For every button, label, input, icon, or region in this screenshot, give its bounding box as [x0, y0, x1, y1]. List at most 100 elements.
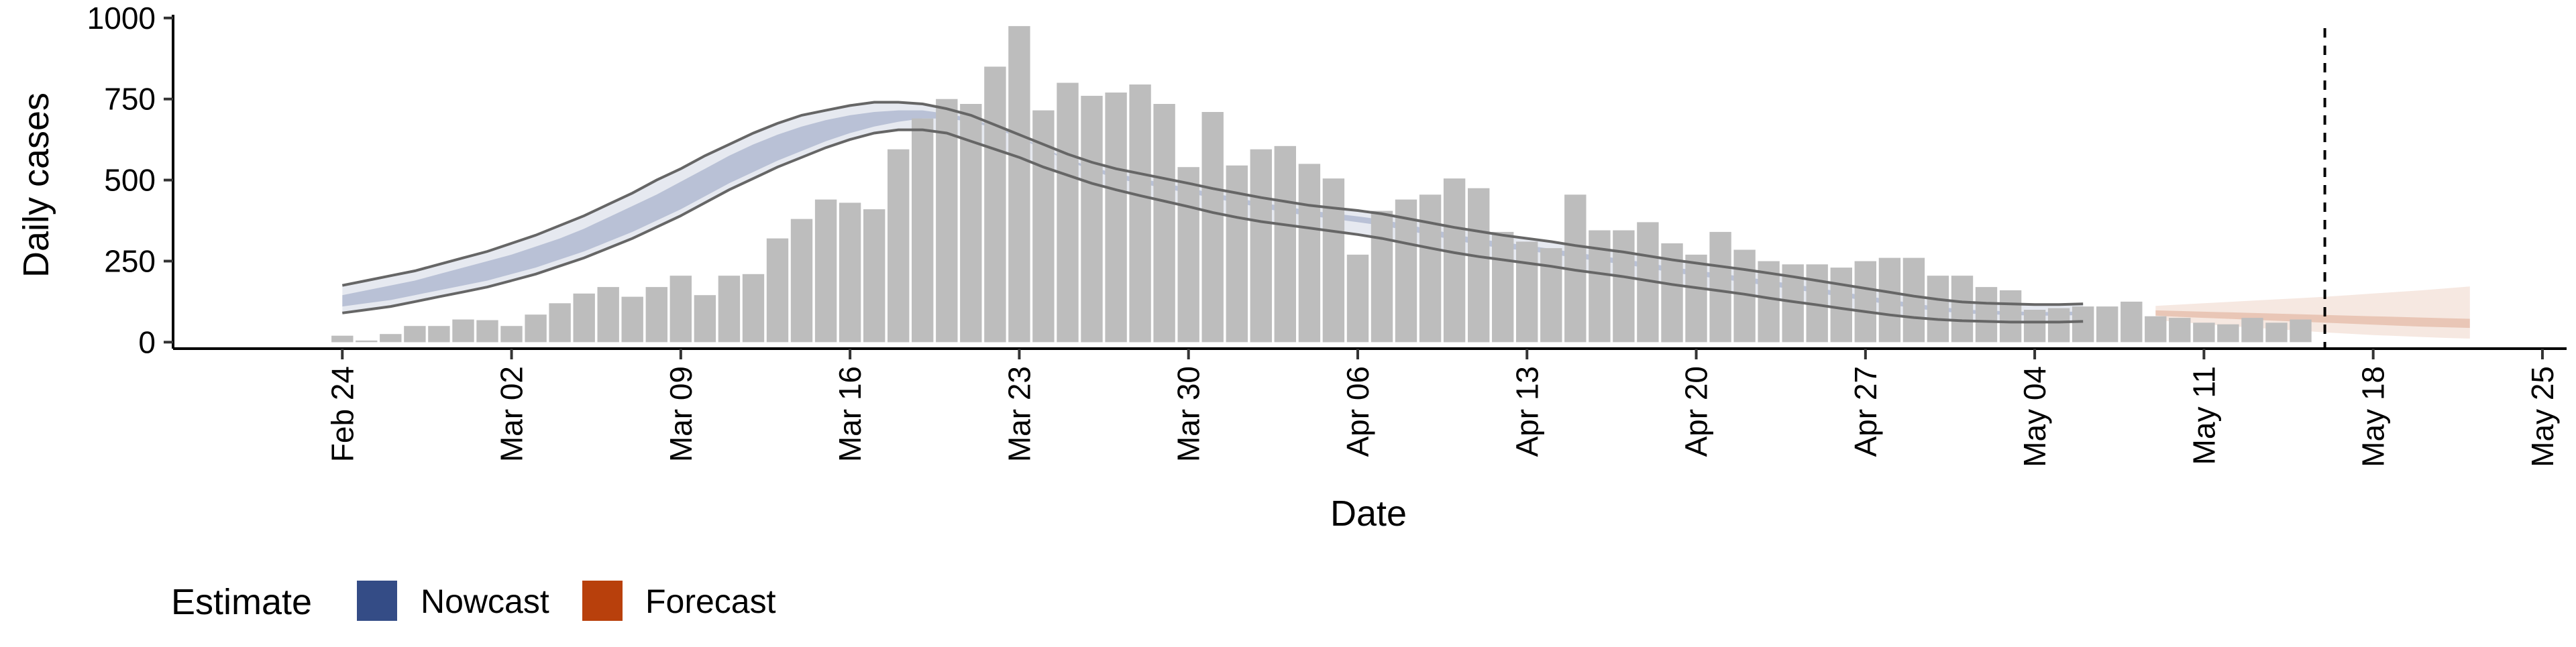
- case-bar: [1419, 194, 1442, 343]
- case-bar: [573, 293, 595, 343]
- x-tick-label: Mar 02: [494, 366, 529, 462]
- nowcast-lower-line: [342, 128, 2084, 324]
- case-bar: [1516, 241, 1538, 343]
- case-bar: [2047, 308, 2070, 343]
- case-bar: [1129, 84, 1151, 343]
- x-tick-label: Mar 09: [663, 366, 698, 462]
- case-bar: [2072, 306, 2094, 343]
- x-tick-label: May 04: [2017, 366, 2052, 467]
- case-bar: [742, 274, 765, 343]
- legend-swatch-nowcast: [357, 581, 397, 621]
- y-tick-label: 0: [138, 325, 156, 359]
- case-bar: [2290, 319, 2312, 343]
- case-bar: [428, 326, 450, 343]
- y-tick-label: 1000: [87, 1, 156, 36]
- case-bar: [1153, 104, 1175, 343]
- case-bar: [1346, 254, 1369, 343]
- case-bar: [2265, 322, 2288, 343]
- x-tick-label: Apr 20: [1679, 366, 1714, 457]
- y-axis-title: Daily cases: [16, 93, 56, 278]
- legend-title: Estimate: [171, 582, 312, 622]
- case-bar: [500, 326, 523, 343]
- case-bar: [1008, 25, 1030, 343]
- x-tick-label: Apr 27: [1848, 366, 1883, 457]
- case-bar: [766, 238, 789, 343]
- case-bar: [597, 287, 619, 343]
- case-bar: [984, 66, 1006, 343]
- case-bar: [863, 209, 885, 343]
- case-bar: [380, 334, 402, 343]
- case-bar: [1854, 261, 1876, 343]
- case-bar: [1371, 211, 1393, 343]
- case-bar: [1274, 145, 1296, 343]
- case-bar: [1468, 188, 1490, 343]
- legend-label-forecast: Forecast: [645, 583, 776, 620]
- y-tick-label: 500: [104, 163, 156, 198]
- y-tick-label: 750: [104, 82, 156, 117]
- case-bar: [476, 320, 498, 343]
- case-bar: [694, 295, 716, 343]
- case-bar: [1032, 110, 1055, 343]
- case-bar: [1927, 276, 1949, 343]
- x-tick-label: Mar 16: [833, 366, 867, 462]
- case-bar: [549, 303, 571, 343]
- x-tick-label: May 25: [2525, 366, 2560, 467]
- x-tick-label: Apr 06: [1340, 366, 1375, 457]
- case-bar: [1057, 82, 1079, 343]
- case-bar: [790, 219, 813, 343]
- case-bar: [2217, 324, 2239, 343]
- case-bar: [525, 314, 547, 343]
- case-bar: [718, 276, 741, 343]
- case-bar: [1902, 257, 1925, 343]
- case-bar: [839, 202, 861, 343]
- case-bar: [404, 326, 426, 343]
- case-bar: [2169, 318, 2191, 343]
- case-bar: [1975, 287, 1998, 343]
- x-axis-title: Date: [1330, 493, 1407, 534]
- case-bar: [1830, 268, 1852, 343]
- case-bar: [669, 276, 692, 343]
- case-bar: [1322, 178, 1345, 343]
- case-bar: [1298, 164, 1321, 343]
- case-bar: [2121, 301, 2143, 343]
- forecast-inner-band: [2155, 310, 2470, 329]
- case-bar: [912, 118, 934, 343]
- case-bar: [2023, 310, 2046, 343]
- case-bar: [1177, 167, 1199, 343]
- case-bar: [888, 149, 910, 343]
- case-bar: [645, 287, 667, 343]
- case-bar: [2145, 316, 2167, 343]
- y-tick-label: 250: [104, 243, 156, 278]
- x-tick-label: May 11: [2186, 366, 2221, 465]
- case-bar: [1443, 178, 1466, 343]
- legend-swatch-forecast: [582, 581, 623, 621]
- case-bar: [452, 319, 474, 343]
- case-bar: [1081, 95, 1103, 343]
- legend: Estimate Nowcast Forecast: [171, 581, 776, 622]
- case-bar: [1951, 276, 1974, 343]
- case-bar: [1105, 93, 1127, 343]
- case-bar: [1492, 231, 1514, 343]
- x-tick-label: Mar 23: [1002, 366, 1036, 462]
- case-bar: [1395, 199, 1417, 343]
- case-bar: [2193, 322, 2215, 343]
- case-bar: [2096, 306, 2118, 343]
- case-bar: [356, 340, 378, 343]
- case-bar: [331, 335, 354, 343]
- case-bar: [1201, 112, 1224, 343]
- case-bar: [1709, 231, 1731, 343]
- case-bar: [1999, 290, 2022, 343]
- case-bar: [1613, 230, 1635, 343]
- case-bar: [814, 199, 837, 343]
- x-tick-label: Apr 13: [1509, 366, 1544, 457]
- case-bar: [1685, 254, 1707, 343]
- case-bar: [936, 99, 958, 343]
- nowcast-upper-line: [341, 101, 2084, 306]
- case-bar: [1540, 248, 1562, 343]
- x-tick-label: Mar 30: [1171, 366, 1206, 462]
- x-tick-label: Feb 24: [325, 366, 360, 462]
- x-tick-label: May 18: [2356, 366, 2391, 467]
- case-bar: [1878, 257, 1901, 343]
